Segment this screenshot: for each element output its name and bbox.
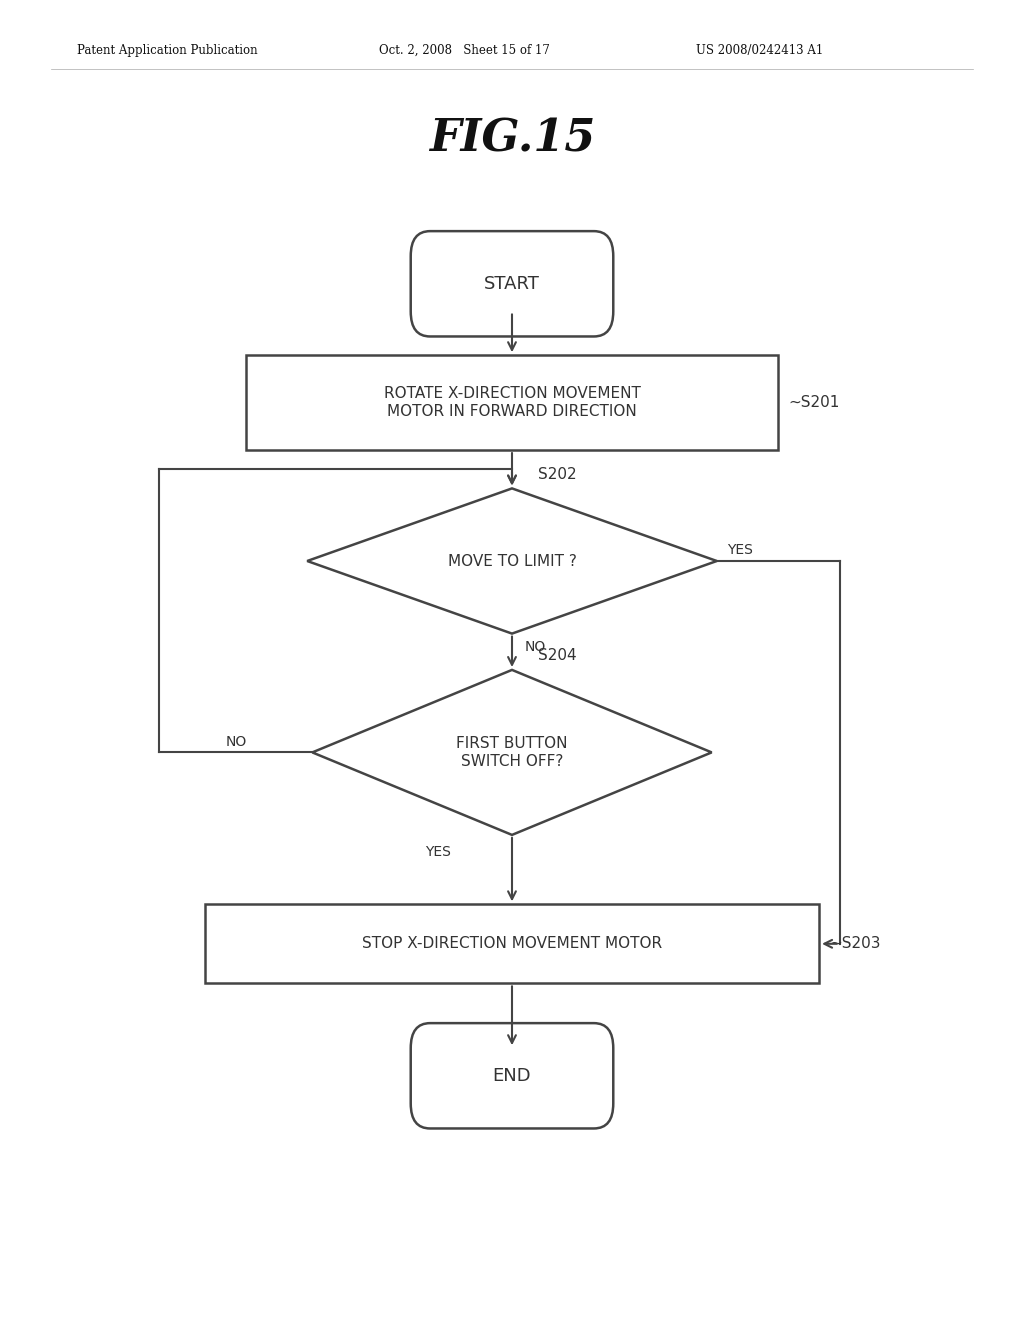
Text: YES: YES bbox=[727, 544, 753, 557]
Text: S204: S204 bbox=[538, 648, 577, 663]
Text: NO: NO bbox=[524, 640, 546, 655]
Text: ~S203: ~S203 bbox=[829, 936, 881, 952]
Text: YES: YES bbox=[425, 846, 451, 859]
Bar bbox=[205, 904, 819, 983]
Polygon shape bbox=[312, 671, 712, 836]
Text: Oct. 2, 2008   Sheet 15 of 17: Oct. 2, 2008 Sheet 15 of 17 bbox=[379, 44, 550, 57]
Bar bbox=[246, 355, 778, 450]
Text: MOVE TO LIMIT ?: MOVE TO LIMIT ? bbox=[447, 553, 577, 569]
Text: START: START bbox=[484, 275, 540, 293]
Text: END: END bbox=[493, 1067, 531, 1085]
Text: US 2008/0242413 A1: US 2008/0242413 A1 bbox=[696, 44, 823, 57]
FancyBboxPatch shape bbox=[411, 231, 613, 337]
Text: Patent Application Publication: Patent Application Publication bbox=[77, 44, 257, 57]
Text: FIG.15: FIG.15 bbox=[429, 117, 595, 160]
Text: ROTATE X-DIRECTION MOVEMENT
MOTOR IN FORWARD DIRECTION: ROTATE X-DIRECTION MOVEMENT MOTOR IN FOR… bbox=[384, 387, 640, 418]
Text: S202: S202 bbox=[538, 467, 577, 482]
Text: FIRST BUTTON
SWITCH OFF?: FIRST BUTTON SWITCH OFF? bbox=[457, 737, 567, 768]
Polygon shape bbox=[307, 488, 717, 634]
Text: NO: NO bbox=[225, 735, 247, 748]
Text: STOP X-DIRECTION MOVEMENT MOTOR: STOP X-DIRECTION MOVEMENT MOTOR bbox=[361, 936, 663, 952]
Text: ~S201: ~S201 bbox=[788, 395, 840, 411]
FancyBboxPatch shape bbox=[411, 1023, 613, 1129]
